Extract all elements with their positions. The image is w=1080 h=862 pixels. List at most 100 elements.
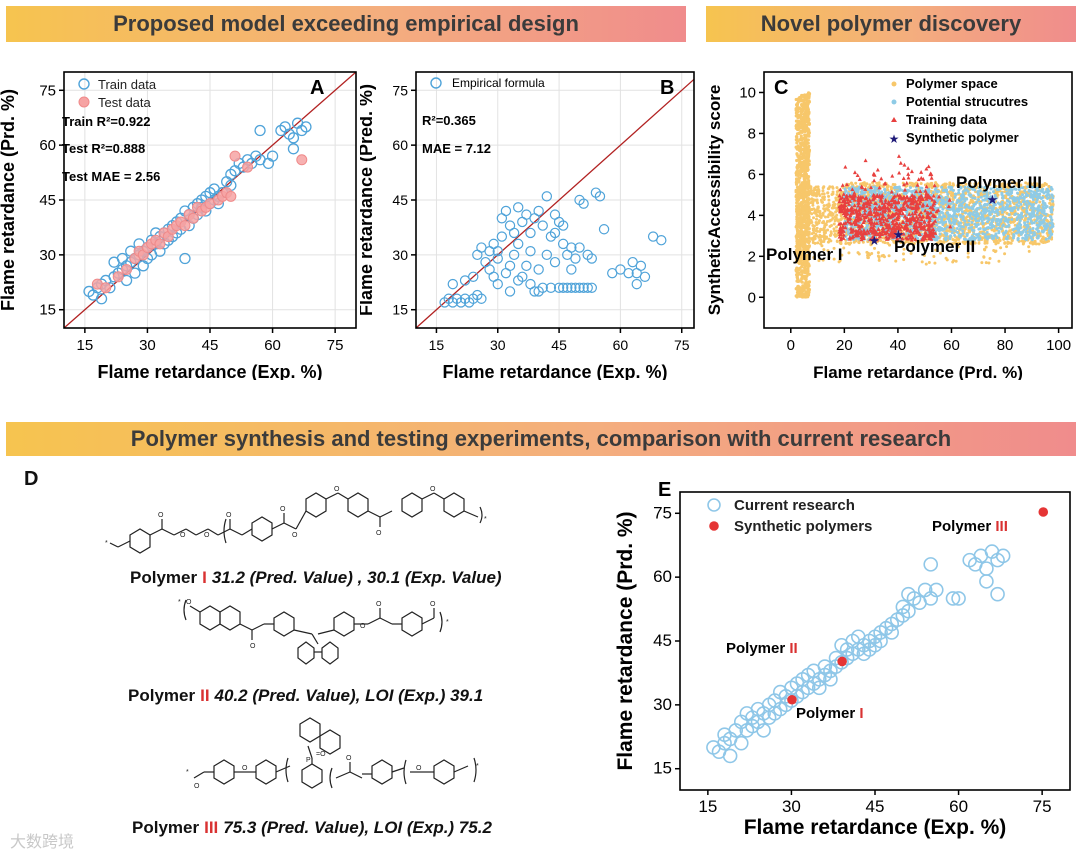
potential-point [883, 190, 887, 194]
empirical-point [586, 282, 597, 293]
space-point [866, 191, 870, 195]
legend-train-label: Train data [98, 77, 157, 92]
space-point [795, 201, 799, 205]
space-point [796, 219, 800, 223]
potential-point [1001, 195, 1005, 199]
potential-point [1007, 218, 1011, 222]
space-point [982, 255, 986, 259]
potential-point [940, 227, 944, 231]
potential-point [1050, 218, 1054, 222]
space-point [908, 181, 912, 185]
space-point [798, 95, 802, 100]
potential-point [1048, 231, 1052, 235]
potential-point [898, 188, 902, 192]
space-point [984, 245, 988, 249]
potential-point [975, 200, 979, 204]
potential-point [972, 210, 976, 214]
space-point [816, 185, 820, 189]
space-point [826, 240, 830, 244]
space-point [799, 136, 803, 140]
empirical-point [521, 260, 532, 272]
training-point [906, 172, 911, 176]
space-point [826, 215, 830, 219]
potential-point [1000, 192, 1004, 196]
empirical-point [598, 224, 610, 235]
y-tick-label: 8 [748, 125, 756, 142]
space-point [799, 230, 803, 234]
space-point [800, 102, 804, 107]
space-point [794, 273, 799, 277]
potential-point [1017, 198, 1021, 202]
space-point [827, 205, 831, 209]
space-point [835, 225, 839, 229]
space-point [813, 237, 817, 241]
potential-point [902, 191, 906, 195]
empirical-mae: MAE = 7.12 [422, 141, 491, 156]
space-point [799, 117, 803, 121]
space-point [821, 192, 825, 196]
empirical-point [582, 282, 593, 293]
space-point [821, 189, 825, 193]
potential-point [1044, 206, 1048, 210]
space-point [806, 146, 810, 150]
potential-point [1002, 232, 1006, 236]
y-tick-label: 45 [39, 192, 56, 209]
space-point [815, 234, 819, 238]
potential-point [1027, 233, 1031, 237]
space-point [805, 153, 809, 157]
space-point [919, 182, 923, 186]
potential-point [1029, 195, 1033, 199]
space-point [797, 99, 801, 103]
space-point [822, 204, 826, 208]
potential-point [1021, 193, 1025, 197]
space-point [797, 240, 801, 244]
space-point [815, 217, 819, 221]
space-point [807, 223, 811, 227]
potential-point [949, 202, 953, 206]
space-point [832, 200, 836, 204]
space-point [806, 198, 810, 202]
banner-synthesis: Polymer synthesis and testing experiment… [6, 422, 1076, 456]
space-point [835, 234, 839, 238]
space-point [894, 259, 898, 263]
potential-point [863, 190, 867, 194]
potential-point [958, 213, 962, 217]
space-point [829, 233, 833, 237]
potential-point [999, 207, 1003, 211]
space-point [806, 115, 810, 119]
potential-point [951, 205, 955, 209]
potential-point [1002, 207, 1006, 211]
potential-point [941, 222, 945, 226]
potential-point [1024, 214, 1028, 218]
potential-point [1043, 216, 1047, 220]
potential-point [992, 224, 996, 228]
space-point [988, 181, 992, 185]
test-point [242, 161, 254, 173]
potential-point [979, 211, 983, 215]
space-point [826, 207, 830, 211]
empirical-point [623, 267, 634, 279]
potential-point [983, 228, 987, 232]
space-point [795, 105, 799, 109]
space-point [827, 198, 831, 202]
space-point [800, 109, 804, 114]
potential-point [1021, 196, 1025, 200]
potential-point [853, 188, 857, 192]
empirical-point [557, 220, 569, 231]
space-point [831, 190, 835, 194]
potential-point [1008, 202, 1012, 206]
potential-point [1042, 191, 1046, 195]
potential-point [989, 222, 993, 226]
space-point [945, 258, 949, 262]
space-point [807, 121, 811, 126]
space-point [816, 241, 820, 245]
potential-point [961, 232, 965, 236]
empirical-point [496, 231, 508, 242]
potential-point [936, 199, 940, 203]
potential-point [1047, 189, 1051, 193]
space-point [810, 208, 814, 212]
y-tick-label: 0 [748, 289, 756, 306]
potential-point [940, 218, 944, 222]
potential-point [947, 185, 951, 189]
potential-point [1048, 196, 1052, 200]
